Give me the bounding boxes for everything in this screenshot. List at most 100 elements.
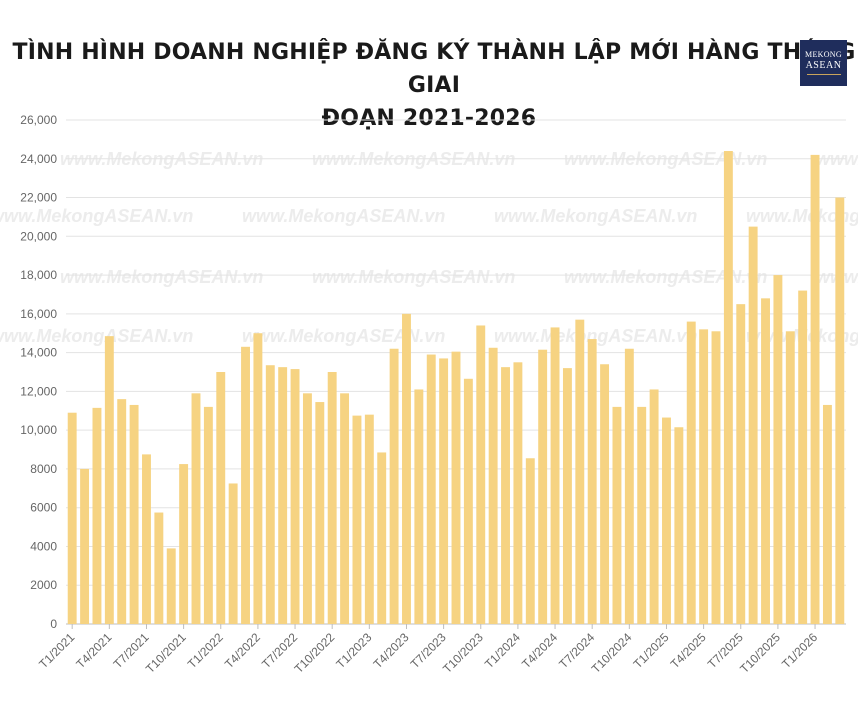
y-tick-label: 10,000	[20, 423, 57, 437]
bar-T3/2026	[835, 197, 845, 625]
bar-T4/2022	[253, 333, 263, 624]
bar-T2/2021	[80, 468, 90, 624]
bar-T11/2021	[191, 393, 201, 624]
y-tick-label: 24,000	[20, 152, 57, 166]
bar-T10/2022	[327, 372, 337, 624]
bar-T11/2024	[637, 406, 647, 624]
watermark-text: www.MekongASEAN.vn	[312, 267, 515, 287]
watermark-text: www.MekongASEAN.vn	[60, 267, 263, 287]
bar-T6/2024	[575, 319, 585, 624]
bar-T2/2023	[377, 452, 387, 624]
bar-T6/2022	[278, 367, 288, 624]
x-tick-label: T4/2023	[371, 630, 412, 671]
x-tick-label: T1/2026	[779, 630, 820, 671]
bar-T2/2026	[822, 404, 832, 624]
watermark-text: www.MekongASEAN.vn	[494, 326, 697, 346]
bar-T4/2021	[104, 336, 114, 624]
bar-T2/2022	[228, 483, 238, 624]
bar-T9/2023	[463, 378, 473, 624]
bar-T9/2024	[612, 406, 622, 624]
watermark-text: www.MekongASEAN.vn	[0, 206, 193, 226]
bar-T11/2025	[785, 331, 795, 624]
bar-T8/2022	[302, 393, 312, 624]
x-tick-label: T1/2024	[482, 630, 523, 671]
bar-T12/2025	[798, 290, 808, 624]
bar-T4/2024	[550, 327, 560, 624]
logo-text-mekong: MEKONG	[805, 50, 842, 59]
x-axis-labels: T1/2021T4/2021T7/2021T10/2021T1/2022T4/2…	[36, 624, 820, 676]
bar-T10/2025	[773, 275, 783, 624]
bar-T7/2022	[290, 369, 300, 624]
x-tick-label: T1/2021	[36, 630, 77, 671]
y-tick-label: 18,000	[20, 268, 57, 282]
x-tick-label: T10/2022	[292, 630, 338, 676]
bar-T4/2023	[402, 313, 411, 624]
y-axis-labels: 0 2000 4000 6000 8000 10,000 12,000 14,000 16,00…	[20, 113, 57, 631]
bar-T1/2024	[513, 362, 523, 624]
bar-T3/2021	[92, 407, 102, 624]
bar-T5/2021	[117, 399, 127, 624]
bar-T1/2023	[364, 414, 374, 624]
bar-T9/2025	[761, 298, 770, 624]
bar-T4/2025	[699, 329, 709, 624]
x-tick-label: T1/2022	[185, 630, 226, 671]
bar-T5/2024	[562, 368, 572, 624]
bar-T1/2021	[67, 412, 77, 624]
x-tick-label: T4/2025	[668, 630, 709, 671]
watermark-text: www.MekongASEAN.vn	[564, 267, 767, 287]
x-tick-label: T10/2021	[143, 630, 189, 676]
bar-T1/2026	[810, 154, 820, 624]
bar-T7/2024	[587, 339, 597, 624]
bar-T1/2022	[216, 372, 226, 624]
bar-T5/2022	[265, 365, 275, 624]
y-tick-label: 12,000	[20, 384, 57, 398]
bar-T3/2025	[686, 321, 696, 624]
chart-title: TÌNH HÌNH DOANH NGHIỆP ĐĂNG KÝ THÀNH LẬP…	[0, 36, 858, 135]
y-tick-label: 20,000	[20, 229, 57, 243]
bar-T12/2021	[203, 406, 213, 624]
bar-T6/2025	[723, 151, 733, 624]
bar-T7/2025	[736, 304, 746, 624]
bar-T12/2024	[649, 389, 659, 624]
y-tick-label: 0	[50, 617, 57, 631]
x-tick-label: T10/2025	[737, 630, 783, 676]
bar-T5/2025	[711, 331, 721, 624]
bar-T10/2024	[624, 348, 634, 624]
bar-T9/2021	[166, 548, 176, 624]
watermark-text: www.MekongASEAN.vn	[242, 206, 445, 226]
y-tick-label: 16,000	[20, 307, 57, 321]
bar-T8/2024	[600, 364, 610, 624]
y-tick-label: 22,000	[20, 191, 57, 205]
bar-T10/2023	[476, 325, 486, 624]
y-tick-label: 14,000	[20, 346, 57, 360]
watermark-text: www.MekongASEAN.vn	[494, 206, 697, 226]
bar-T3/2022	[241, 346, 250, 624]
watermark-text: www.MekongASEAN.vn	[746, 206, 858, 226]
y-tick-label: 6000	[30, 501, 57, 515]
bar-series	[67, 151, 845, 625]
bar-T7/2021	[142, 454, 151, 624]
bar-T6/2021	[129, 404, 139, 624]
bar-T5/2023	[414, 389, 424, 624]
watermark-layer: www.MekongASEAN.vn www.MekongASEAN.vn www.…	[0, 149, 858, 346]
x-tick-label: T10/2024	[589, 630, 635, 676]
bar-T9/2022	[315, 402, 325, 624]
x-tick-label: T4/2021	[73, 630, 114, 671]
bar-T12/2022	[352, 415, 362, 624]
y-tick-label: 26,000	[20, 113, 57, 127]
watermark-text: www.MekongASEAN.vn	[242, 326, 445, 346]
bar-T1/2025	[662, 417, 671, 624]
bar-T3/2023	[389, 348, 399, 624]
bar-T2/2024	[525, 458, 535, 624]
bar-T8/2023	[451, 351, 461, 624]
y-tick-label: 8000	[30, 462, 57, 476]
x-tick-label: T1/2025	[631, 630, 672, 671]
bar-T8/2021	[154, 512, 164, 624]
y-tick-label: 4000	[30, 539, 57, 553]
x-tick-label: T4/2022	[222, 630, 263, 671]
logo-underline	[806, 74, 841, 75]
chart-title-line-1: TÌNH HÌNH DOANH NGHIỆP ĐĂNG KÝ THÀNH LẬP…	[12, 40, 856, 98]
logo-text-asean: ASEAN	[805, 60, 842, 71]
bar-T10/2021	[179, 464, 189, 624]
